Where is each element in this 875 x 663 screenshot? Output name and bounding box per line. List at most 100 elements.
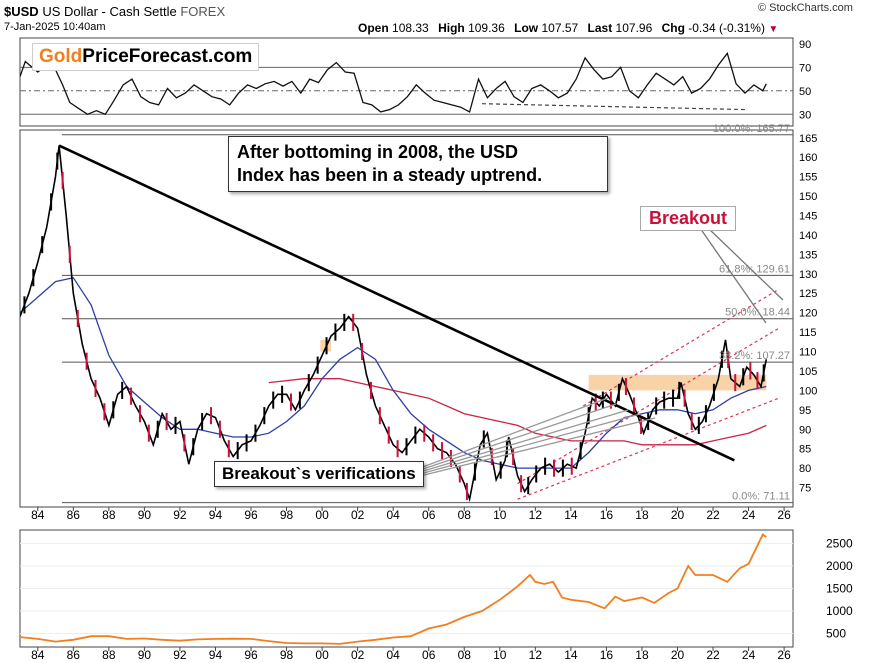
down-arrow-icon: ▼ <box>768 24 779 35</box>
breakout-note: Breakout <box>640 206 737 231</box>
symbol-description: US Dollar - Cash Settle <box>42 4 177 19</box>
credit: © StockCharts.com <box>758 2 853 14</box>
gold-x-tick-label: 06 <box>422 648 436 662</box>
logo: GoldPriceForecast.com <box>32 43 260 71</box>
x-tick-label: 06 <box>422 508 436 522</box>
x-tick-label: 92 <box>173 508 187 522</box>
indicator-divergence-line <box>482 103 746 111</box>
price-tick-label: 95 <box>799 405 811 417</box>
moving-average-line <box>20 276 767 469</box>
gold-x-tick-label: 22 <box>706 648 720 662</box>
uptrend-note-line2: Index has been in a steady uptrend. <box>237 165 543 185</box>
price-tick-label: 135 <box>799 249 817 261</box>
open-label: Open <box>358 21 389 35</box>
open-value: 108.33 <box>392 21 429 35</box>
gold-x-tick-label: 12 <box>529 648 543 662</box>
price-tick-label: 125 <box>799 288 817 300</box>
price-tick-label: 110 <box>799 347 817 359</box>
x-tick-label: 10 <box>493 508 507 522</box>
gold-x-tick-label: 90 <box>138 648 152 662</box>
price-tick-label: 120 <box>799 308 817 320</box>
price-tick-label: 115 <box>799 327 817 339</box>
gold-x-tick-label: 04 <box>386 648 400 662</box>
ohlc-readout: Open 108.33 High 109.36 Low 107.57 Last … <box>358 21 778 35</box>
gold-price-line <box>20 533 767 645</box>
gold-x-tick-label: 08 <box>458 648 472 662</box>
x-tick-label: 18 <box>635 508 649 522</box>
indicator-tick-label: 90 <box>799 39 811 51</box>
exchange: FOREX <box>180 4 226 19</box>
indicator-tick-label: 50 <box>799 86 811 98</box>
low-label: Low <box>514 21 539 35</box>
fibonacci-label: 61.8%: 129.61 <box>719 263 790 275</box>
gold-tick-label: 500 <box>826 627 846 641</box>
x-tick-label: 96 <box>244 508 258 522</box>
fibonacci-label: 0.0%: 71.11 <box>732 491 790 503</box>
breakout-note-text: Breakout <box>649 208 728 228</box>
gold-x-tick-label: 88 <box>102 648 116 662</box>
price-tick-label: 160 <box>799 152 817 164</box>
x-tick-label: 90 <box>138 508 152 522</box>
breakout-pointers <box>699 227 784 324</box>
x-tick-label: 88 <box>102 508 116 522</box>
gold-x-tick-label: 86 <box>67 648 81 662</box>
fibonacci-label: 50.0%: 18.44 <box>725 307 790 319</box>
x-tick-label: 12 <box>529 508 543 522</box>
price-tick-label: 145 <box>799 211 817 223</box>
price-tick-label: 100 <box>799 385 817 397</box>
x-tick-label: 26 <box>777 508 791 522</box>
high-label: High <box>438 21 465 35</box>
logo-site: PriceForecast.com <box>82 46 253 67</box>
fibonacci-label: 100.0%: 165.77 <box>713 123 790 135</box>
last-label: Last <box>587 21 613 35</box>
x-tick-label: 86 <box>67 508 81 522</box>
x-tick-label: 20 <box>671 508 685 522</box>
indicator-tick-label: 30 <box>799 109 811 121</box>
indicator-tick-label: 70 <box>799 62 811 74</box>
gold-x-tick-label: 20 <box>671 648 685 662</box>
gold-x-tick-label: 98 <box>280 648 294 662</box>
gold-x-tick-label: 02 <box>351 648 365 662</box>
x-tick-label: 22 <box>706 508 720 522</box>
gold-x-tick-label: 26 <box>777 648 791 662</box>
gold-tick-label: 2000 <box>826 559 853 573</box>
high-value: 109.36 <box>468 21 505 35</box>
uptrend-note-line1: After bottoming in 2008, the USD <box>237 142 519 162</box>
gold-x-tick-label: 24 <box>742 648 756 662</box>
x-tick-label: 14 <box>564 508 578 522</box>
price-tick-label: 90 <box>799 424 811 436</box>
price-tick-label: 140 <box>799 230 817 242</box>
gold-x-tick-label: 00 <box>315 648 329 662</box>
price-tick-label: 80 <box>799 463 811 475</box>
gold-x-tick-label: 10 <box>493 648 507 662</box>
price-tick-label: 85 <box>799 444 811 456</box>
x-tick-label: 16 <box>600 508 614 522</box>
x-tick-label: 00 <box>315 508 329 522</box>
uptrend-note: After bottoming in 2008, the USD Index h… <box>228 136 608 192</box>
gold-x-tick-label: 16 <box>600 648 614 662</box>
x-tick-label: 94 <box>209 508 223 522</box>
gold-x-tick-label: 14 <box>564 648 578 662</box>
gold-x-tick-label: 96 <box>244 648 258 662</box>
gold-tick-label: 2500 <box>826 537 853 551</box>
gold-x-tick-label: 92 <box>173 648 187 662</box>
chart-header: $USD US Dollar - Cash Settle FOREX <box>4 4 225 19</box>
chg-label: Chg <box>661 21 685 35</box>
gold-x-tick-label: 84 <box>31 648 45 662</box>
price-tick-label: 105 <box>799 366 817 378</box>
x-tick-label: 04 <box>386 508 400 522</box>
symbol: $USD <box>4 4 39 19</box>
price-tick-label: 75 <box>799 483 811 495</box>
price-tick-label: 155 <box>799 172 817 184</box>
verifications-note: Breakout`s verifications <box>214 461 424 487</box>
price-tick-label: 165 <box>799 133 817 145</box>
x-tick-label: 24 <box>742 508 756 522</box>
gold-tick-label: 1000 <box>826 604 853 618</box>
downtrend-line <box>58 144 735 462</box>
x-tick-label: 84 <box>31 508 45 522</box>
channel-lower-line <box>517 397 780 500</box>
datetime: 7-Jan-2025 10:40am <box>4 21 106 33</box>
gold-tick-label: 1500 <box>826 582 853 596</box>
long-moving-average-line <box>268 378 767 446</box>
